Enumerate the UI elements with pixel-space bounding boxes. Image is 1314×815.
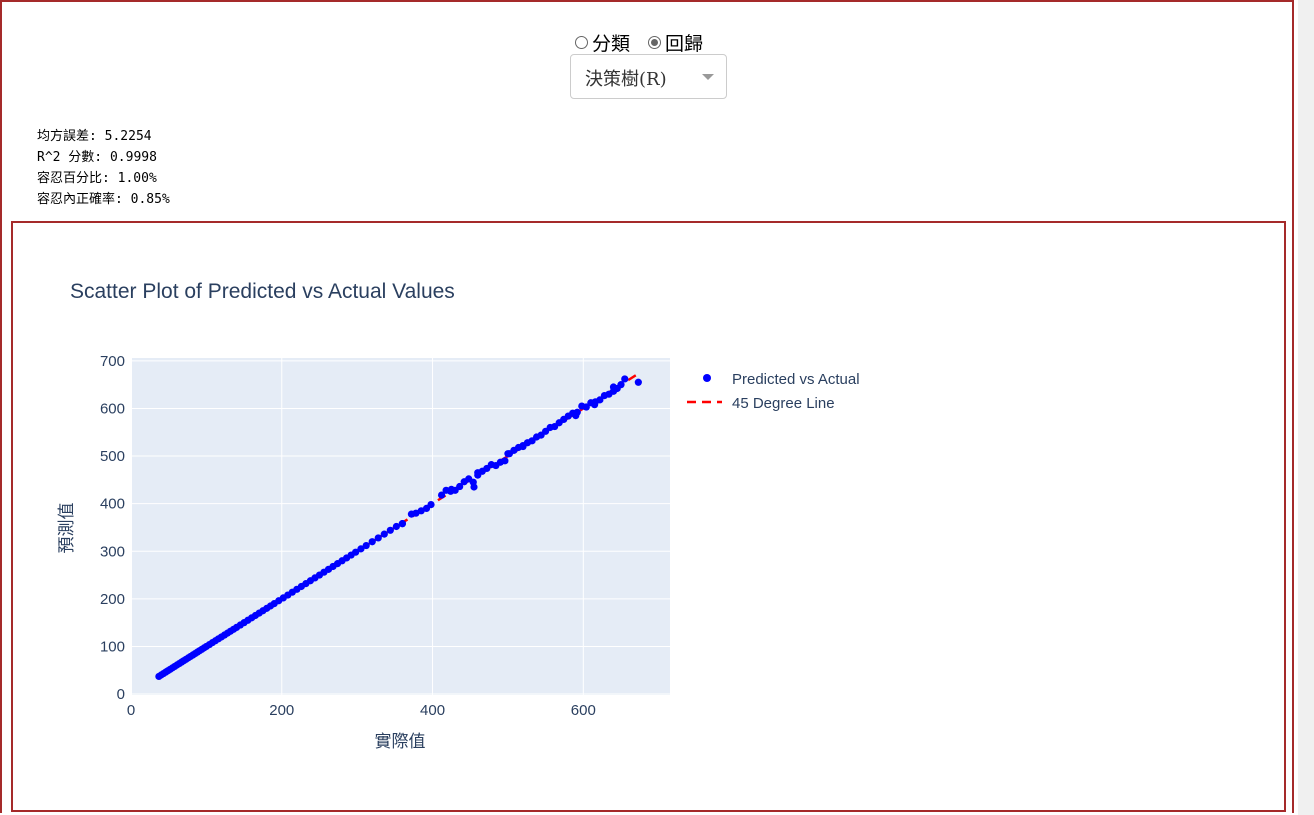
legend-marker-predicted: [703, 374, 711, 382]
data-point: [380, 530, 388, 538]
data-point: [591, 401, 599, 409]
data-point: [352, 548, 360, 556]
x-axis-label: 實際值: [375, 732, 426, 751]
y-tick-label: 300: [100, 543, 125, 560]
data-point: [357, 545, 365, 553]
radio-regression-indicator[interactable]: [648, 35, 662, 49]
data-point: [504, 450, 512, 458]
data-point: [519, 442, 527, 451]
metric-mse: 均方誤差: 5.2254: [37, 129, 152, 144]
legend-item-45-line[interactable]: 45 Degree Line: [687, 395, 835, 412]
grid-lines: [130, 358, 670, 695]
scrollbar-track[interactable]: [1298, 0, 1314, 815]
data-point: [474, 469, 482, 477]
legend-item-predicted[interactable]: Predicted vs Actual: [703, 371, 860, 388]
metric-accuracy: 容忍內正確率: 0.85%: [37, 192, 170, 207]
metric-r2: R^2 分數: 0.9998: [37, 150, 157, 165]
y-tick-label: 100: [100, 638, 125, 655]
data-point: [374, 534, 382, 542]
data-point: [437, 491, 446, 499]
metric-tolerance: 容忍百分比: 1.00%: [37, 171, 157, 186]
series-layer-points: [155, 375, 642, 681]
model-dropdown-value[interactable]: 決策樹(R): [585, 69, 667, 90]
x-tick-label: 400: [420, 702, 445, 719]
y-tick-label: 400: [100, 496, 125, 513]
x-tick-label: 0: [127, 702, 135, 719]
data-point: [582, 403, 590, 411]
legend: Predicted vs Actual 45 Degree Line: [687, 371, 860, 412]
data-point: [596, 396, 604, 404]
data-point: [362, 541, 370, 550]
data-point: [456, 482, 464, 491]
chart-container: [11, 221, 1286, 812]
radio-regression-label[interactable]: 回歸: [665, 32, 704, 55]
y-tick-label: 700: [100, 353, 125, 370]
data-point: [398, 520, 406, 528]
chevron-down-icon[interactable]: [702, 74, 714, 80]
y-axis-label: 預測值: [57, 503, 76, 554]
data-point: [621, 375, 629, 383]
y-tick-label: 0: [117, 686, 125, 703]
radio-classification-indicator[interactable]: [575, 35, 588, 49]
x-tick-label: 200: [269, 702, 294, 719]
y-axis-ticks: 0 100 200 300 400 500 600 700: [100, 353, 125, 703]
metrics-output: 均方誤差: 5.2254 R^2 分數: 0.9998 容忍百分比: 1.00%…: [37, 126, 170, 210]
y-tick-label: 600: [100, 400, 125, 417]
data-point: [427, 501, 435, 509]
data-point: [609, 383, 618, 391]
radio-classification[interactable]: 分類: [575, 29, 630, 56]
data-point: [447, 485, 455, 493]
mode-radio-group: 分類 回歸: [575, 29, 703, 56]
radio-classification-label[interactable]: 分類: [592, 32, 631, 55]
y-tick-label: 200: [100, 591, 125, 608]
x-tick-label: 600: [571, 702, 596, 719]
data-point: [386, 526, 394, 534]
model-dropdown[interactable]: 決策樹(R): [570, 54, 727, 99]
data-point: [617, 381, 625, 389]
data-point: [634, 378, 642, 386]
data-point: [392, 522, 400, 531]
data-point: [572, 411, 580, 420]
radio-regression[interactable]: 回歸: [648, 29, 703, 56]
data-point: [368, 538, 376, 546]
x-axis-ticks: 0 200 400 600: [127, 702, 596, 719]
chart-title: Scatter Plot of Predicted vs Actual Valu…: [70, 280, 455, 303]
legend-label-predicted[interactable]: Predicted vs Actual: [732, 371, 860, 388]
y-tick-label: 500: [100, 448, 125, 465]
data-point: [501, 457, 509, 465]
legend-label-45-line[interactable]: 45 Degree Line: [732, 395, 835, 412]
data-point: [470, 483, 478, 491]
